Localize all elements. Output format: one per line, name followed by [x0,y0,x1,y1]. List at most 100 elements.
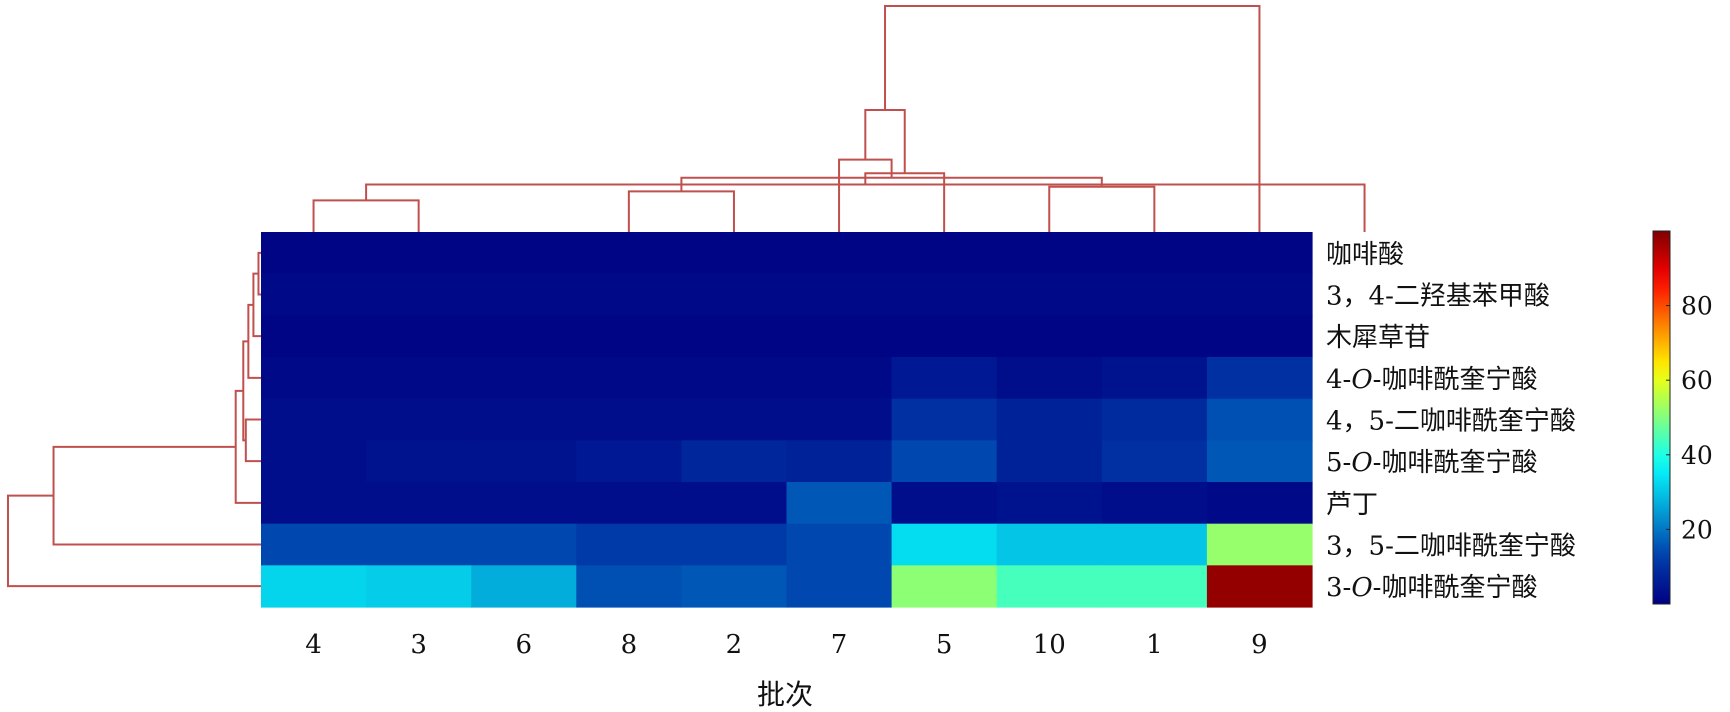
heatmap-cell [576,357,682,400]
heatmap-cell [1101,232,1208,275]
heatmap-cell [261,523,367,566]
heatmap-cell [786,398,893,441]
heatmap-cell [996,482,1103,525]
heatmap-cell [681,232,788,275]
heatmap-cell [891,315,998,358]
dendrogram-link [884,5,1261,232]
heatmap-cell [891,440,998,483]
heatmap-cell [891,482,998,525]
heatmap-cell [471,357,577,400]
heatmap-cell [261,440,367,483]
heatmap-cell [891,232,998,275]
heatmap-cell [996,398,1103,441]
heatmap-cell [576,398,682,441]
heatmap-cell [996,315,1103,358]
heatmap-cell [471,398,577,441]
heatmap-cell [261,398,367,441]
heatmap-cell [1206,482,1313,525]
heatmap-cell [366,315,472,358]
dendrogram-link [627,190,735,232]
heatmap-cell [471,273,577,316]
dendrogram-link [365,183,1366,232]
dendrogram-link [838,158,893,232]
heatmap-cell [1101,398,1208,441]
heatmap-cell [1206,315,1313,358]
heatmap-cell [996,232,1103,275]
heatmap-cell [996,273,1103,316]
row-label: 3-O-咖啡酰奎宁酸 [1326,573,1537,603]
heatmap-cell [576,232,682,275]
dendrogram-link [7,494,261,588]
heatmap-cell [891,565,998,608]
x-axis-label: 批次 [757,678,813,711]
heatmap-cell [786,315,893,358]
column-dendrogram [312,5,1366,232]
heatmap-cell [891,523,998,566]
heatmap-cell [366,357,472,400]
heatmap-cell [681,482,788,525]
row-label: 芦丁 [1326,490,1378,520]
heatmap-cell [786,232,893,275]
heatmap-cell [1206,273,1313,316]
dendrogram-link [244,418,261,463]
heatmap-grid [261,232,1313,608]
heatmap-cell [786,273,893,316]
dendrogram-link [247,303,261,379]
heatmap-cell [261,482,367,525]
heatmap-cell [681,273,788,316]
dendrogram-link [52,445,261,546]
heatmap-cell [576,440,682,483]
heatmap-cell [261,565,367,608]
dendrogram-link [234,389,261,504]
heatmap-cell [366,565,472,608]
colorbar-tick-label: 40 [1681,441,1713,470]
column-label: 5 [936,630,953,660]
heatmap-cell [1101,565,1208,608]
heatmap-cell [261,315,367,358]
heatmap-cell [1206,523,1313,566]
column-labels: 4 3 6 8 2 7 5 10 1 9 [305,630,1267,660]
column-label: 7 [831,630,848,660]
heatmap-cell [1206,232,1313,275]
colorbar: 20 40 60 80 [1652,230,1713,605]
dendrogram-link [252,272,261,338]
heatmap-cell [1101,357,1208,400]
heatmap-cell [681,440,788,483]
heatmap-cell [1101,315,1208,358]
heatmap-cell [471,440,577,483]
heatmap-cell [471,482,577,525]
row-dendrogram [7,251,261,588]
colorbar-gradient [1652,230,1671,605]
heatmap-cell [1101,440,1208,483]
colorbar-tick-label: 20 [1681,515,1713,544]
dendrogram-link [257,251,261,296]
row-label: 3，4-二羟基苯甲酸 [1326,282,1550,312]
heatmap-cell [471,565,577,608]
column-label: 6 [515,630,532,660]
heatmap-cell [996,565,1103,608]
column-label: 1 [1146,630,1163,660]
dendrogram-link [864,108,906,174]
heatmap-cell [786,357,893,400]
heatmap-cell [1101,482,1208,525]
heatmap-cell [576,523,682,566]
heatmap-cell [261,357,367,400]
heatmap-cell [996,440,1103,483]
row-label: 3，5-二咖啡酰奎宁酸 [1326,532,1576,562]
heatmap-cell [786,565,893,608]
column-label: 10 [1033,630,1066,660]
heatmap-cell [681,398,788,441]
heatmap-cell [1206,398,1313,441]
column-label: 9 [1251,630,1268,660]
colorbar-tick-label: 80 [1681,292,1713,321]
heatmap-cell [261,273,367,316]
column-label: 2 [726,630,743,660]
heatmap-cell [786,482,893,525]
heatmap-cell [681,357,788,400]
heatmap-cell [366,398,472,441]
dendrogram-link [864,172,946,232]
heatmap-cell [366,273,472,316]
column-label: 8 [621,630,638,660]
heatmap-cell [471,315,577,358]
heatmap-cell [366,482,472,525]
